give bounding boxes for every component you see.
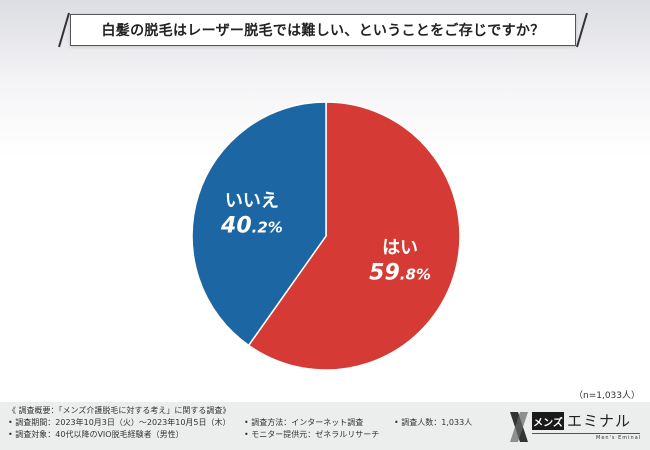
survey-target: • 調査対象：40代以降のVIO脱毛経験者（男性） — [8, 430, 184, 439]
slice-label-no: いいえ — [225, 190, 279, 211]
pie-slice-no — [191, 101, 327, 347]
slice-label-yes: はい — [382, 238, 418, 259]
logo-divider — [532, 433, 640, 434]
logo-box-text: メンズ — [532, 412, 564, 430]
survey-period: • 調査期間：2023年10月3日（火）～2023年10月5日（木） — [8, 418, 231, 427]
sample-size-label: （n=1,033人） — [573, 391, 640, 401]
survey-provider: • モニター提供元：ゼネラルリサーチ — [244, 430, 380, 439]
chart-title: 白髪の脱毛はレーザー脱毛では難しい、ということをご存じですか？ — [70, 14, 576, 46]
survey-overview: 《 調査概要：「メンズ介護脱毛に対する考え」に関する調査》 — [8, 406, 231, 415]
title-slash-left-icon — [58, 12, 70, 48]
slice-value-no: 40.2% — [220, 213, 283, 238]
title-slash-right-icon — [576, 12, 588, 48]
eminal-logo: メンズ エミナル Men's Eminal — [506, 408, 642, 446]
survey-count: • 調査人数：1,033人 — [394, 418, 473, 427]
slice-value-yes: 59.8% — [369, 261, 431, 286]
eminal-logo-icon — [510, 412, 528, 442]
logo-subtext: Men's Eminal — [596, 435, 642, 441]
survey-method: • 調査方法：インターネット調査 — [244, 418, 364, 427]
logo-text: エミナル — [567, 412, 632, 430]
pie-slice-yes — [247, 101, 461, 371]
